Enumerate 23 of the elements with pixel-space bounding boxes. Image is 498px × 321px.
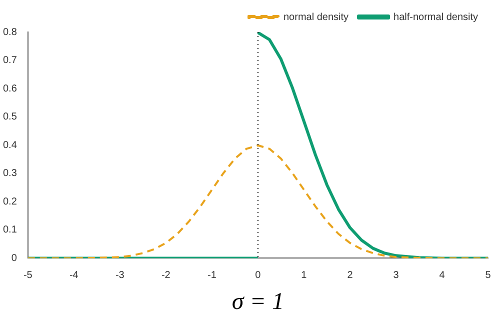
- x-axis-title: σ = 1: [232, 288, 284, 315]
- x-tick-label: -5: [23, 270, 33, 281]
- x-tick-label: -3: [115, 270, 125, 281]
- x-tick-label: -2: [161, 270, 171, 281]
- y-tick-label: 0.4: [2, 140, 18, 151]
- x-tick-label: 3: [393, 270, 400, 281]
- x-tick-label: 0: [255, 270, 262, 281]
- y-tick-label: 0.7: [2, 55, 18, 66]
- x-tick-label: -4: [69, 270, 79, 281]
- y-tick-label: 0.1: [2, 224, 18, 236]
- legend-label: half-normal density: [394, 12, 478, 23]
- x-tick-label: 1: [301, 270, 308, 281]
- y-tick-label: 0: [11, 252, 18, 264]
- x-tick-label: 2: [347, 270, 354, 281]
- legend-label: normal density: [283, 12, 349, 23]
- y-tick-label: 0.2: [2, 196, 18, 208]
- y-tick-label: 0.3: [2, 168, 18, 180]
- y-tick-label: 0.8: [2, 26, 18, 38]
- x-tick-label: 5: [485, 270, 492, 281]
- y-tick-label: 0.6: [2, 83, 18, 94]
- x-tick-label: 4: [439, 270, 446, 281]
- x-tick-label: -1: [207, 270, 217, 281]
- y-tick-label: 0.5: [2, 112, 18, 123]
